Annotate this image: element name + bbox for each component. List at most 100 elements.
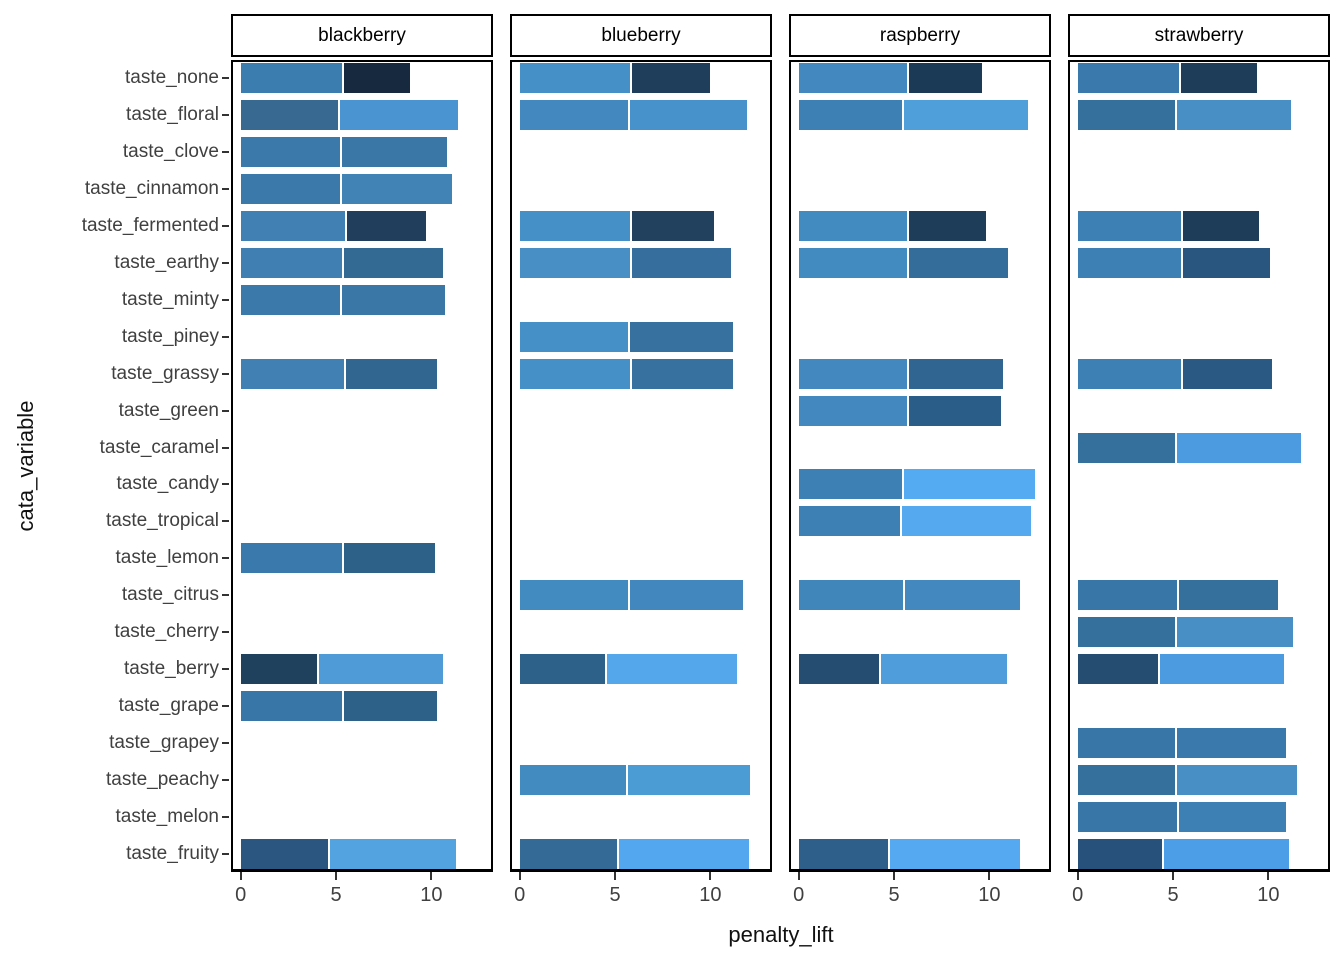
y-axis-tick [222, 114, 229, 117]
x-axis-tick [430, 872, 433, 880]
bar-raspberry-taste_fermented [798, 211, 986, 242]
bar-segment-2 [343, 63, 411, 94]
x-axis-tick-label: 10 [420, 884, 443, 906]
bar-raspberry-taste_tropical [798, 506, 1032, 537]
bar-segment-2 [318, 654, 443, 684]
y-axis-label-taste_fermented: taste_fermented [81, 215, 219, 237]
facet-strip-blueberry: blueberry [510, 14, 772, 57]
y-axis-tick [222, 335, 229, 338]
bar-segment-1 [240, 838, 329, 869]
bar-blackberry-taste_cinnamon [240, 174, 453, 205]
x-axis-tick [709, 872, 712, 880]
y-axis-tick [222, 520, 229, 523]
bar-blackberry-taste_fermented [240, 211, 426, 242]
bar-segment-1 [519, 764, 627, 795]
bar-strawberry-taste_floral [1077, 100, 1292, 131]
x-axis-line [510, 869, 772, 872]
bar-segment-2 [903, 100, 1028, 131]
bar-segment-2 [345, 358, 438, 389]
y-axis-tick [222, 483, 229, 486]
facet-panel-blueberry [510, 60, 772, 872]
facet-label: blackberry [318, 24, 406, 46]
bar-segment-1 [519, 211, 631, 242]
bar-segment-1 [240, 358, 344, 389]
bar-segment-2 [909, 248, 1009, 278]
bar-raspberry-taste_candy [798, 469, 1036, 500]
bar-blackberry-taste_minty [240, 284, 445, 315]
bar-blackberry-taste_none [240, 63, 411, 94]
bar-blackberry-taste_grassy [240, 358, 438, 389]
bar-strawberry-taste_earthy [1077, 248, 1271, 278]
x-axis-tick-label: 10 [1257, 884, 1280, 906]
bar-raspberry-taste_grassy [798, 358, 1003, 389]
bar-segment-2 [341, 174, 453, 205]
bar-segment-1 [240, 248, 342, 278]
bar-segment-1 [1077, 727, 1175, 758]
bar-segment-2 [1178, 580, 1278, 611]
bar-segment-2 [330, 838, 457, 869]
facet-label: blueberry [601, 24, 681, 46]
bar-segment-1 [1077, 358, 1181, 389]
bar-segment-1 [798, 506, 900, 537]
bar-segment-2 [1182, 211, 1259, 242]
bar-segment-1 [240, 137, 340, 168]
bar-segment-1 [1077, 838, 1162, 869]
bar-segment-2 [1176, 432, 1301, 463]
bar-segment-2 [630, 321, 734, 352]
bar-blackberry-taste_fruity [240, 838, 457, 869]
facet-label: raspberry [879, 24, 961, 46]
facet-strip-strawberry: strawberry [1068, 14, 1330, 57]
y-axis-tick [222, 557, 229, 560]
facet-panel-strawberry [1068, 60, 1330, 872]
bar-strawberry-taste_grapey [1077, 727, 1286, 758]
bar-blueberry-taste_peachy [519, 764, 751, 795]
bar-segment-1 [798, 211, 908, 242]
bar-strawberry-taste_melon [1077, 801, 1286, 832]
bar-segment-1 [240, 543, 342, 574]
y-axis-label-taste_clove: taste_clove [122, 141, 219, 163]
y-axis-label-taste_grape: taste_grape [118, 694, 219, 716]
y-axis-label-taste_caramel: taste_caramel [99, 436, 219, 458]
bar-blackberry-taste_floral [240, 100, 459, 131]
bar-segment-1 [519, 358, 631, 389]
bar-segment-1 [1077, 764, 1175, 795]
bar-strawberry-taste_fermented [1077, 211, 1259, 242]
x-axis-tick [518, 872, 521, 880]
bar-raspberry-taste_green [798, 395, 1001, 426]
bar-segment-2 [901, 506, 1032, 537]
bar-segment-1 [519, 580, 629, 611]
x-axis-tick [239, 872, 242, 880]
facet-panel-blackberry [231, 60, 493, 872]
bar-raspberry-taste_citrus [798, 580, 1020, 611]
bar-segment-2 [1176, 727, 1286, 758]
bar-segment-2 [343, 690, 438, 721]
bar-segment-2 [341, 137, 447, 168]
bar-strawberry-taste_grassy [1077, 358, 1273, 389]
bar-segment-1 [798, 63, 908, 94]
bar-segment-1 [519, 321, 629, 352]
bar-segment-1 [798, 358, 908, 389]
bar-segment-2 [632, 63, 711, 94]
bar-segment-1 [1077, 654, 1158, 684]
bar-segment-1 [798, 580, 904, 611]
bar-segment-2 [1163, 838, 1290, 869]
bar-segment-2 [630, 100, 747, 131]
y-axis-label-taste_citrus: taste_citrus [121, 584, 219, 606]
bar-segment-1 [1077, 432, 1175, 463]
bar-blueberry-taste_grassy [519, 358, 734, 389]
x-axis-tick [797, 872, 800, 880]
x-axis-tick-label: 0 [1072, 884, 1084, 906]
bar-segment-1 [798, 469, 902, 500]
bar-segment-2 [632, 211, 715, 242]
bar-blueberry-taste_piney [519, 321, 734, 352]
bar-segment-1 [1077, 580, 1177, 611]
x-axis-tick-label: 5 [609, 884, 621, 906]
bar-segment-1 [1077, 63, 1179, 94]
bar-segment-1 [519, 654, 606, 684]
bar-blueberry-taste_citrus [519, 580, 743, 611]
bar-segment-2 [1176, 764, 1297, 795]
bar-strawberry-taste_fruity [1077, 838, 1290, 869]
bar-raspberry-taste_earthy [798, 248, 1009, 278]
bar-strawberry-taste_none [1077, 63, 1257, 94]
bar-segment-1 [798, 838, 889, 869]
